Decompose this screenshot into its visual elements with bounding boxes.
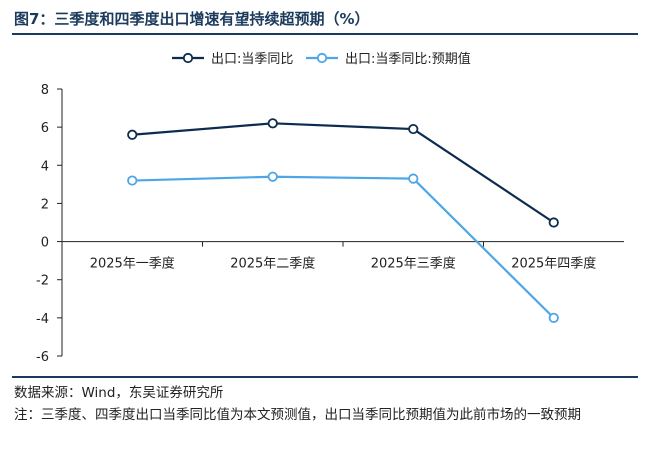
line-chart: 8 6 4 2 0 -2 -4 -6 2025年一季度 2025年二季度 2025年三季度 2025年… xyxy=(36,51,624,365)
legend-marker xyxy=(316,52,328,64)
y-tick-label: 0 xyxy=(41,236,49,251)
data-point xyxy=(127,129,138,140)
x-tick-label: 2025年三季度 xyxy=(371,256,456,272)
data-point xyxy=(408,123,419,135)
y-tick-label: 6 xyxy=(41,121,49,136)
data-point xyxy=(408,173,419,184)
y-tick-label: -2 xyxy=(36,274,49,289)
y-tick-label: -6 xyxy=(36,350,49,365)
data-point xyxy=(267,171,278,182)
x-tick-label: 2025年一季度 xyxy=(90,256,175,272)
y-tick-label: 4 xyxy=(41,159,49,174)
y-tick-label: 2 xyxy=(41,197,49,212)
x-tick-label: 2025年二季度 xyxy=(230,256,315,272)
data-point xyxy=(548,312,559,323)
y-tick-label: -4 xyxy=(36,312,49,327)
title-divider xyxy=(12,33,638,35)
series-line xyxy=(132,175,555,319)
data-source: 数据来源：Wind，东吴证券研究所 xyxy=(14,385,224,401)
legend-marker xyxy=(182,52,194,64)
data-point xyxy=(267,118,278,129)
footer-divider xyxy=(12,376,638,378)
legend-label: 出口:当季同比 xyxy=(211,52,293,67)
data-point xyxy=(127,175,138,186)
footnote: 注：三季度、四季度出口当季同比值为本文预测值，出口当季同比预期值为此前市场的一致… xyxy=(14,407,581,423)
figure-title: 图7：三季度和四季度出口增速有望持续超预期（%） xyxy=(14,10,370,28)
legend-label: 出口:当季同比:预期值 xyxy=(345,51,471,67)
y-tick-label: 8 xyxy=(41,83,49,98)
x-tick-label: 2025年四季度 xyxy=(511,256,596,272)
data-point xyxy=(548,217,559,228)
series-line xyxy=(132,122,555,224)
